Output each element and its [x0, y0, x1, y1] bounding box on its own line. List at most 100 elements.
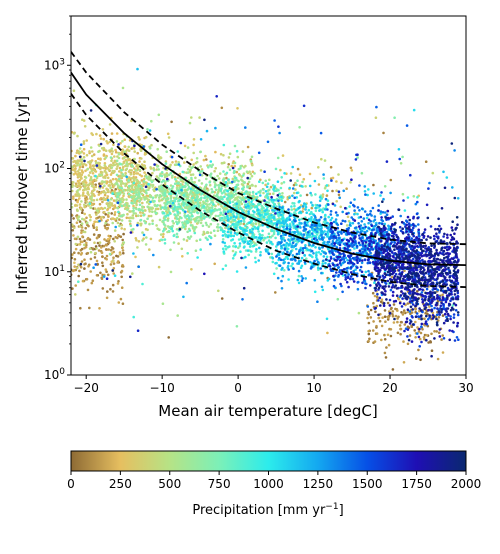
scatter-point — [380, 222, 384, 226]
scatter-point — [345, 224, 349, 227]
scatter-point — [169, 270, 173, 274]
scatter-point — [196, 216, 199, 220]
scatter-point — [140, 192, 144, 196]
scatter-point — [156, 194, 159, 197]
scatter-point — [163, 191, 167, 195]
scatter-point — [417, 348, 420, 352]
scatter-point — [414, 336, 417, 339]
scatter-point — [266, 192, 269, 196]
scatter-point — [295, 183, 298, 187]
scatter-point — [172, 207, 176, 211]
scatter-point — [104, 213, 107, 216]
scatter-point — [116, 261, 119, 264]
scatter-point — [106, 237, 110, 241]
scatter-point — [104, 197, 108, 201]
scatter-point — [293, 219, 297, 223]
scatter-point — [162, 229, 165, 233]
scatter-point — [80, 260, 84, 263]
scatter-point — [358, 234, 361, 237]
scatter-point — [242, 220, 246, 224]
scatter-point — [297, 262, 301, 265]
scatter-point — [222, 143, 226, 147]
scatter-point — [217, 186, 221, 190]
scatter-point — [296, 278, 300, 282]
scatter-point — [94, 220, 97, 224]
scatter-point — [302, 177, 306, 181]
scatter-point — [175, 217, 179, 221]
scatter-point — [212, 194, 216, 197]
scatter-point — [242, 165, 246, 169]
scatter-point — [83, 243, 86, 247]
scatter-point — [146, 128, 149, 131]
scatter-point — [356, 156, 359, 159]
scatter-point — [371, 248, 375, 251]
scatter-point — [78, 203, 82, 206]
scatter-point — [88, 171, 92, 174]
scatter-point — [358, 243, 362, 247]
scatter-point — [453, 149, 456, 152]
scatter-point — [75, 159, 79, 163]
scatter-point — [274, 167, 278, 171]
scatter-point — [205, 177, 208, 181]
scatter-point — [101, 287, 105, 290]
scatter-point — [254, 243, 258, 246]
scatter-point — [141, 239, 144, 242]
scatter-point — [207, 166, 210, 169]
scatter-point — [332, 220, 336, 224]
scatter-point — [217, 203, 220, 206]
scatter-point — [285, 223, 289, 226]
scatter-point — [198, 238, 202, 241]
scatter-point — [129, 216, 132, 219]
scatter-point — [93, 169, 97, 173]
scatter-point — [121, 86, 125, 90]
scatter-point — [76, 209, 79, 213]
scatter-point — [393, 241, 397, 244]
scatter-point — [88, 247, 92, 250]
scatter-point — [157, 265, 161, 269]
scatter-point — [121, 139, 124, 143]
scatter-point — [353, 205, 356, 208]
scatter-point — [170, 227, 174, 230]
scatter-point — [121, 238, 124, 242]
scatter-point — [375, 105, 378, 109]
scatter-point — [99, 158, 102, 161]
scatter-point — [149, 200, 152, 204]
scatter-point — [120, 169, 123, 172]
scatter-point — [118, 166, 122, 170]
scatter-point — [196, 256, 199, 259]
scatter-point — [242, 222, 246, 226]
scatter-point — [358, 259, 361, 263]
scatter-point — [86, 190, 90, 194]
scatter-point — [452, 316, 456, 319]
scatter-point — [191, 173, 195, 176]
scatter-point — [187, 185, 191, 189]
scatter-point — [98, 144, 101, 148]
scatter-point — [86, 203, 90, 207]
scatter-point — [145, 191, 148, 195]
scatter-point — [280, 199, 284, 202]
scatter-point — [83, 239, 86, 243]
scatter-point — [84, 176, 88, 179]
scatter-point — [107, 189, 110, 193]
scatter-point — [238, 244, 242, 248]
scatter-point — [172, 222, 175, 225]
scatter-point — [383, 333, 386, 337]
scatter-point — [124, 164, 127, 168]
scatter-point — [314, 224, 318, 227]
scatter-point — [137, 184, 141, 188]
scatter-point — [72, 269, 75, 273]
scatter-point — [322, 259, 325, 263]
scatter-point — [320, 229, 324, 233]
scatter-point — [204, 185, 207, 188]
scatter-point — [122, 194, 125, 198]
scatter-point — [416, 196, 419, 199]
scatter-point — [210, 201, 213, 204]
scatter-point — [126, 212, 129, 216]
scatter-point — [247, 242, 251, 246]
scatter-point — [147, 214, 151, 218]
scatter-point — [392, 321, 396, 324]
scatter-point — [273, 119, 276, 122]
scatter-point — [155, 188, 158, 191]
scatter-point — [329, 210, 333, 213]
scatter-point — [93, 241, 96, 244]
